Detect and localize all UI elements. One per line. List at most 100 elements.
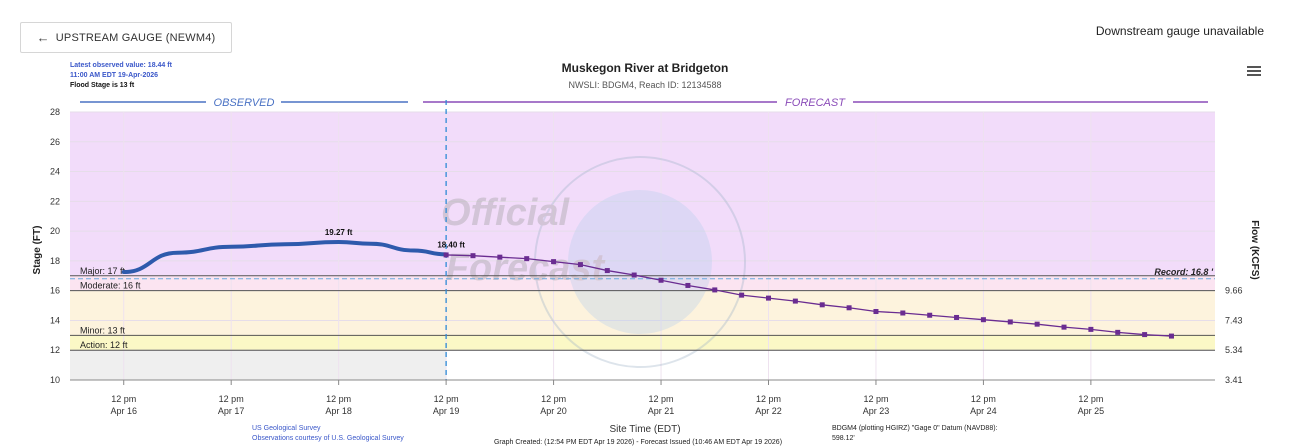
x-tick-label-date: Apr 17 — [218, 406, 245, 416]
minor-flood-band — [70, 290, 1215, 336]
forecast-point — [1061, 324, 1067, 330]
minor-threshold-label: Minor: 13 ft — [80, 325, 126, 335]
forecast-point — [1142, 332, 1148, 338]
x-tick-label-date: Apr 20 — [540, 406, 567, 416]
downstream-gauge-text: Downstream gauge unavailable — [1095, 24, 1264, 38]
forecast-point — [577, 262, 583, 268]
y2-tick-label: 7.43 — [1225, 315, 1243, 325]
flood-stage-text: Flood Stage is 13 ft — [70, 82, 135, 89]
y-tick-label: 20 — [50, 226, 60, 236]
x-tick-label-time: 12 pm — [541, 394, 566, 404]
action-band — [70, 335, 1215, 351]
forecast-point — [765, 295, 771, 301]
forecast-point — [604, 268, 610, 274]
source-usgs: US Geological Survey — [252, 425, 321, 432]
forecast-point — [1088, 326, 1094, 332]
y-tick-label: 18 — [50, 256, 60, 266]
forecast-point — [900, 310, 906, 316]
upstream-gauge-button[interactable]: ← UPSTREAM GAUGE (NEWM4) — [20, 22, 232, 53]
upstream-gauge-label: UPSTREAM GAUGE (NEWM4) — [55, 31, 216, 44]
observed-section-label: OBSERVED — [214, 97, 275, 109]
forecast-point — [739, 292, 745, 298]
forecast-point — [470, 253, 476, 259]
x-tick-label-date: Apr 23 — [863, 406, 890, 416]
x-tick-label-date: Apr 22 — [755, 406, 782, 416]
y-tick-label: 22 — [50, 196, 60, 206]
forecast-point — [497, 254, 503, 260]
x-tick-label-time: 12 pm — [1078, 394, 1103, 404]
forecast-section-label: FORECAST — [785, 97, 846, 109]
forecast-series-line — [446, 254, 1172, 337]
record-label: Record: 16.8 ' — [1154, 267, 1214, 277]
forecast-point — [712, 287, 718, 293]
action-threshold-label: Action: 12 ft — [80, 340, 128, 350]
major-flood-band — [70, 112, 1215, 276]
forecast-point — [1007, 319, 1013, 325]
forecast-point — [1034, 321, 1040, 327]
y-tick-label: 24 — [50, 167, 60, 177]
x-axis-label: Site Time (EDT) — [609, 424, 680, 435]
source-observations: Observations courtesy of U.S. Geological… — [252, 435, 404, 442]
y2-tick-label: 3.41 — [1225, 375, 1243, 385]
watermark-forecast: Forecast — [446, 247, 606, 289]
forecast-point — [927, 312, 933, 318]
forecast-point — [685, 282, 691, 288]
forecast-point — [873, 309, 879, 315]
forecast-point — [551, 259, 557, 265]
observed-peak-label: 19.27 ft — [325, 228, 353, 237]
observed-low-band — [70, 350, 447, 380]
x-tick-label-time: 12 pm — [863, 394, 888, 404]
y-tick-label: 10 — [50, 375, 60, 385]
forecast-point — [443, 252, 449, 258]
observed-last-label: 18.40 ft — [437, 240, 465, 249]
latest-observed-time: 11:00 AM EDT 19-Apr-2026 — [70, 72, 158, 79]
x-tick-label-time: 12 pm — [649, 394, 674, 404]
forecast-point — [1115, 329, 1121, 335]
x-tick-label-time: 12 pm — [219, 394, 244, 404]
x-tick-label-date: Apr 19 — [433, 406, 460, 416]
x-tick-label-time: 12 pm — [756, 394, 781, 404]
watermark-official: Official — [441, 192, 571, 234]
observed-series-line — [121, 239, 449, 275]
x-tick-label-time: 12 pm — [971, 394, 996, 404]
forecast-point — [846, 305, 852, 311]
forecast-point — [658, 277, 664, 283]
chart-title: Muskegon River at Bridgeton — [562, 61, 729, 75]
forecast-point — [819, 302, 825, 308]
y2-axis-label: Flow (KCFS) — [1249, 220, 1260, 279]
y-axis-label: Stage (FT) — [32, 226, 43, 275]
menu-icon[interactable] — [1247, 66, 1261, 78]
y-tick-label: 16 — [50, 286, 60, 296]
x-tick-label-date: Apr 24 — [970, 406, 997, 416]
datum-value: 598.12' — [832, 435, 855, 442]
x-tick-label-date: Apr 21 — [648, 406, 675, 416]
y-tick-label: 14 — [50, 315, 60, 325]
y-tick-label: 28 — [50, 107, 60, 117]
moderate-flood-band — [70, 275, 1215, 291]
x-tick-label-date: Apr 16 — [110, 406, 137, 416]
moderate-threshold-label: Moderate: 16 ft — [80, 281, 141, 291]
forecast-point — [524, 256, 530, 262]
latest-observed-value: Latest observed value: 18.44 ft — [70, 62, 173, 69]
plot-area: Official Forecast Major: 17 ft Moderate: 16… — [50, 100, 1243, 416]
y-tick-label: 26 — [50, 137, 60, 147]
noaa-watermark: Official Forecast — [441, 156, 746, 368]
chart-subtitle: NWSLI: BDGM4, Reach ID: 12134588 — [568, 80, 721, 90]
x-tick-label-date: Apr 25 — [1078, 406, 1105, 416]
forecast-point — [954, 314, 960, 320]
graph-created-text: Graph Created: (12:54 PM EDT Apr 19 2026… — [494, 439, 782, 446]
forecast-point — [1168, 333, 1174, 339]
forecast-point — [980, 317, 986, 323]
x-tick-label-time: 12 pm — [326, 394, 351, 404]
y2-tick-label: 9.66 — [1225, 286, 1243, 296]
forecast-point — [631, 272, 637, 278]
x-tick-label-time: 12 pm — [111, 394, 136, 404]
y-tick-label: 12 — [50, 345, 60, 355]
x-tick-label-date: Apr 18 — [325, 406, 352, 416]
forecast-point — [792, 298, 798, 304]
datum-text: BDGM4 (plotting HGIRZ) "Gage 0" Datum (N… — [832, 425, 998, 432]
x-tick-label-time: 12 pm — [434, 394, 459, 404]
major-threshold-label: Major: 17 ft — [80, 266, 126, 276]
y2-tick-label: 5.34 — [1225, 345, 1243, 355]
